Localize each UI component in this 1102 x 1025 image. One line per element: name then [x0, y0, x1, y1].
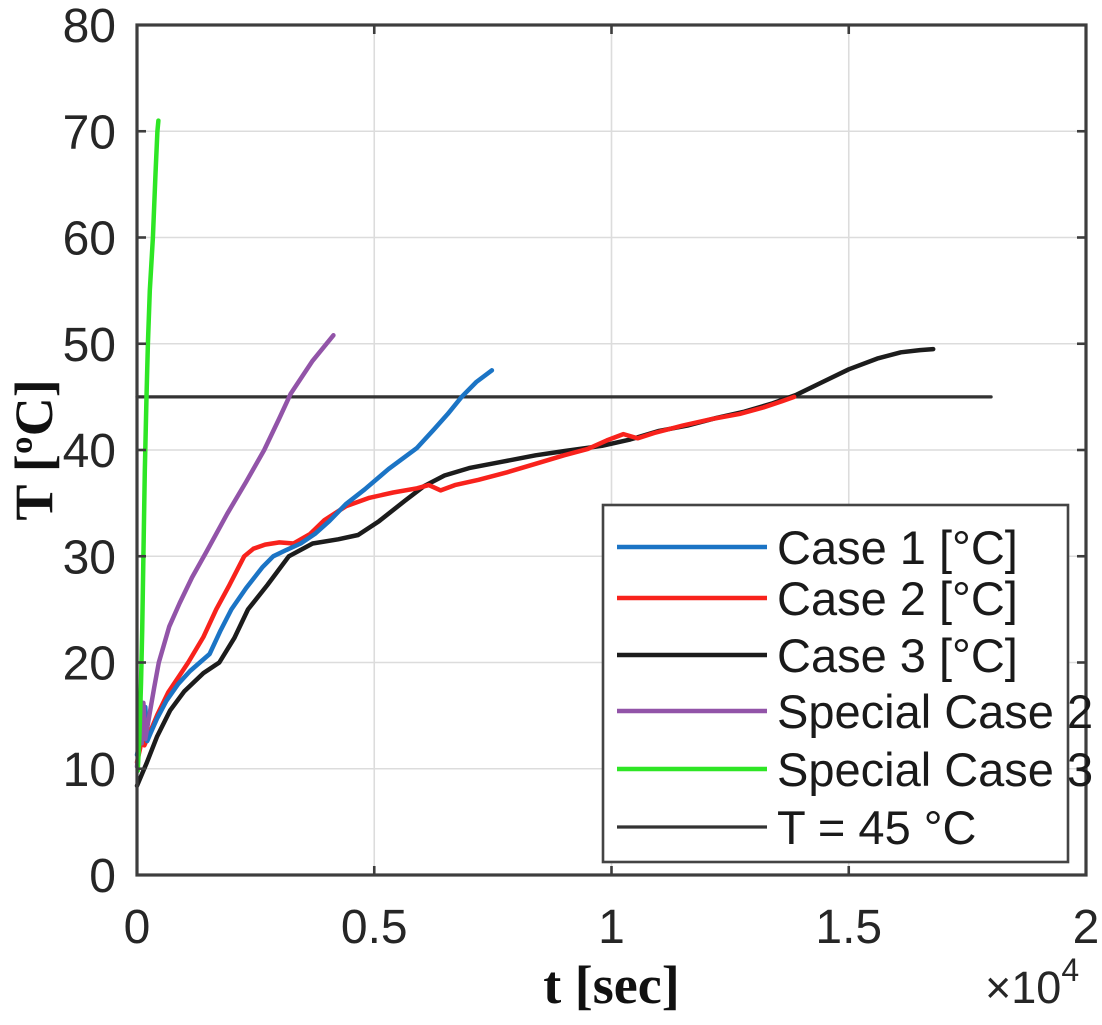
- legend-label-case-2: Case 2 [°C]: [777, 572, 1018, 625]
- legend-entry-case-2: Case 2 [°C]: [617, 572, 1018, 625]
- x-tick-label-3: 1.5: [815, 901, 882, 954]
- legend-entry-case-1: Case 1 [°C]: [617, 521, 1018, 574]
- y-tick-label-6: 60: [63, 213, 116, 266]
- y-tick-label-8: 80: [63, 0, 116, 53]
- legend: Case 1 [°C]Case 2 [°C]Case 3 [°C]Special…: [601, 503, 1093, 864]
- legend-label-t-45-reference: T = 45 °C: [777, 801, 977, 854]
- legend-entry-special-case-2: Special Case 2: [617, 685, 1093, 738]
- y-axis-label: T [ºC]: [4, 379, 64, 520]
- y-tick-label-5: 50: [63, 319, 116, 372]
- legend-label-case-3: Case 3 [°C]: [777, 629, 1018, 682]
- series-line-case-2: [134, 394, 797, 765]
- x-tick-label-0: 0: [124, 901, 151, 954]
- x-tick-label-2: 1: [598, 901, 625, 954]
- legend-entry-special-case-3: Special Case 3: [617, 743, 1093, 796]
- series-line-case-3: [134, 346, 936, 789]
- y-tick-label-4: 40: [63, 425, 116, 478]
- x-axis-offset-base: ×10: [985, 962, 1061, 1013]
- y-tick-label-1: 10: [63, 744, 116, 797]
- x-axis-label: t [sec]: [543, 955, 679, 1015]
- legend-label-special-case-2: Special Case 2: [777, 685, 1093, 738]
- x-tick-label-4: 2: [1073, 901, 1100, 954]
- legend-label-special-case-3: Special Case 3: [777, 743, 1093, 796]
- legend-box: [601, 503, 1070, 864]
- x-axis-offset-exponent: 4: [1061, 952, 1079, 988]
- x-tick-label-1: 0.5: [341, 901, 408, 954]
- y-tick-label-3: 30: [63, 531, 116, 584]
- y-tick-label-0: 0: [89, 850, 116, 903]
- legend-entry-case-3: Case 3 [°C]: [617, 629, 1018, 682]
- y-tick-label-7: 70: [63, 106, 116, 159]
- legend-entry-t-45-reference: T = 45 °C: [617, 801, 977, 854]
- x-axis-offset-label: ×104: [985, 952, 1079, 1013]
- y-tick-label-2: 20: [63, 638, 116, 691]
- legend-label-case-1: Case 1 [°C]: [777, 521, 1018, 574]
- series-line-special-case-2: [134, 333, 336, 769]
- series-line-special-case-3: [135, 118, 161, 774]
